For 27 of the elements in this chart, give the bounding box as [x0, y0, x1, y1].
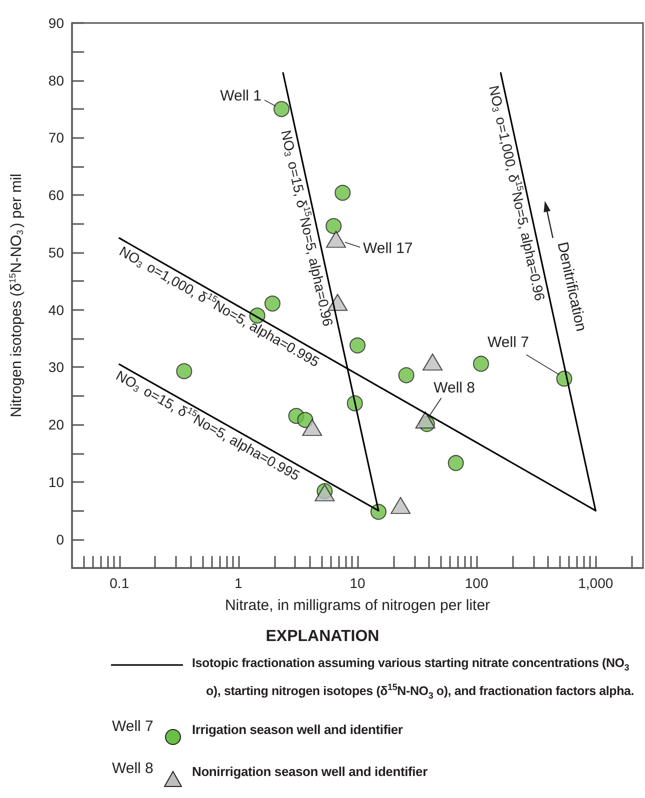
- x-tick-label: 1,000: [578, 575, 614, 591]
- x-tick-label: 1: [234, 575, 243, 591]
- y-tick-label: 30: [48, 359, 64, 376]
- y-tick-label: 0: [56, 531, 64, 548]
- x-tick-label: 10: [350, 575, 366, 591]
- y-tick-label: 20: [48, 416, 64, 433]
- y-axis-title: Nitrogen isotopes (δ15N-NO3) per mil: [8, 174, 25, 418]
- y-tick-label: 60: [48, 187, 64, 204]
- y-tick-label: 90: [48, 15, 64, 31]
- y-tick-label: 80: [48, 72, 64, 88]
- annotation: Well 1: [220, 88, 262, 105]
- legend-label: Nonirrigation season well and identifier: [192, 764, 428, 779]
- y-tick-label: 10: [48, 474, 64, 490]
- text: Well 8: [112, 760, 154, 777]
- y-tick-label: 50: [48, 244, 64, 260]
- x-tick-label: 0.1: [110, 575, 130, 591]
- x-axis-title: Nitrate, in milligrams of nitrogen per liter: [224, 597, 490, 614]
- annotation: Well 7: [488, 334, 529, 352]
- annotation: Well 17: [363, 240, 413, 257]
- legend-title: EXPLANATION: [264, 628, 380, 646]
- annotation: Well 8: [434, 379, 475, 396]
- y-tick-label: 70: [48, 130, 64, 146]
- legend-label: Irrigation season well and identifier: [192, 722, 403, 737]
- text: Well 7: [112, 718, 154, 735]
- x-tick-label: 100: [464, 575, 488, 591]
- y-tick-label: 40: [48, 302, 64, 318]
- text: Isotopic fractionation assuming various starting nitrate concentrations (NO$_{3}$ o), starting nitrogen isotopes (δ$^{15}$N-NO$_{3}$ o), and fractionation factors alpha.: [192, 656, 634, 700]
